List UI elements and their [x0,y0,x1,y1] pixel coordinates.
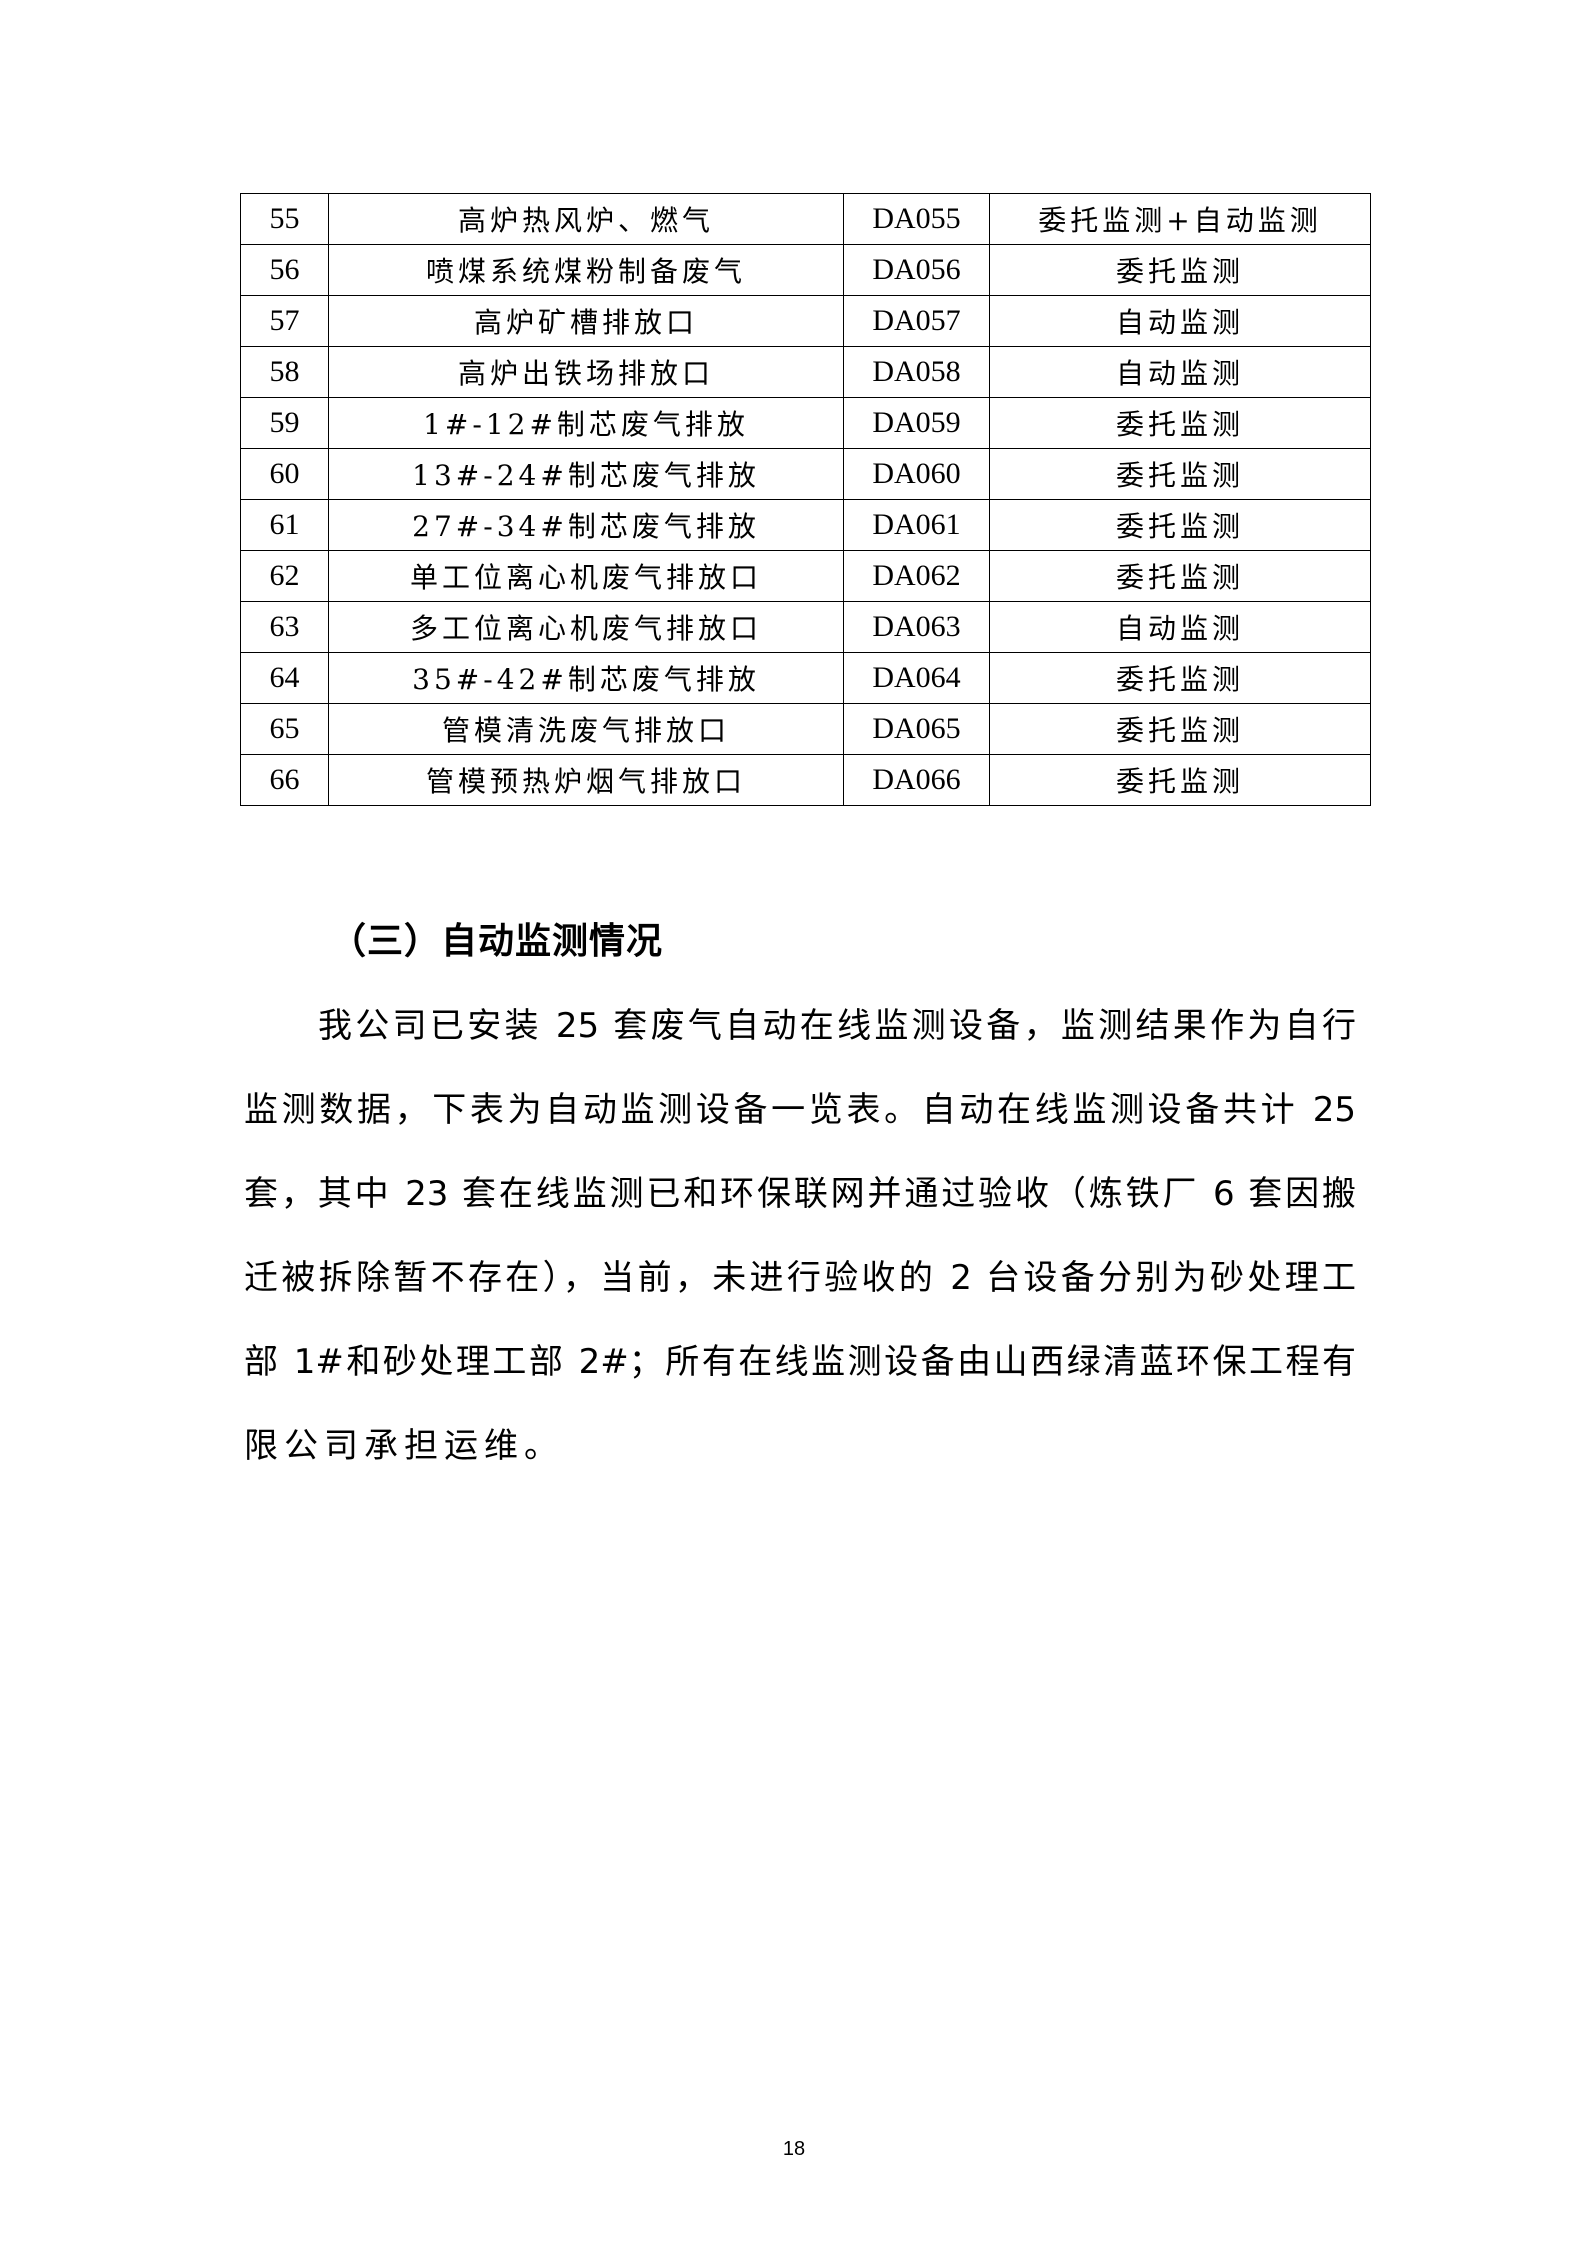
table-row: 58 高炉出铁场排放口 DA058 自动监测 [240,346,1371,398]
monitoring-method-cell: 委托监测 [989,652,1371,704]
monitoring-method-cell: 委托监测 [989,244,1371,296]
row-number-cell: 56 [240,244,329,296]
row-number-cell: 62 [240,550,329,602]
outlet-code-cell: DA065 [843,703,990,755]
monitoring-method-cell: 委托监测 [989,703,1371,755]
table-row: 57 高炉矿槽排放口 DA057 自动监测 [240,295,1371,347]
outlet-name-cell: 13#-24#制芯废气排放 [328,448,844,500]
monitoring-method-cell: 委托监测 [989,397,1371,449]
paragraph-line: 限公司承担运维。 [244,1426,564,1466]
outlet-name-cell: 27#-34#制芯废气排放 [328,499,844,551]
table-row: 61 27#-34#制芯废气排放 DA061 委托监测 [240,499,1371,551]
outlet-code-cell: DA059 [843,397,990,449]
table-row: 55 高炉热风炉、燃气 DA055 委托监测+自动监测 [240,193,1371,245]
row-number-cell: 55 [240,193,329,245]
row-number-cell: 60 [240,448,329,500]
paragraph: 我公司已安装 25 套废气自动在线监测设备，监测结果作为自行 监测数据，下表为自… [244,996,1356,1500]
row-number-cell: 57 [240,295,329,347]
monitoring-method-cell: 委托监测 [989,550,1371,602]
paragraph-line: 套，其中 23 套在线监测已和环保联网并通过验收（炼铁厂 6 套因搬 [244,1174,1356,1214]
outlet-name-cell: 高炉热风炉、燃气 [328,193,844,245]
monitoring-method-cell: 自动监测 [989,346,1371,398]
monitoring-method-cell: 自动监测 [989,601,1371,653]
row-number-cell: 65 [240,703,329,755]
outlet-code-cell: DA055 [843,193,990,245]
row-number-cell: 63 [240,601,329,653]
row-number-cell: 59 [240,397,329,449]
outlet-name-cell: 多工位离心机废气排放口 [328,601,844,653]
table-row: 63 多工位离心机废气排放口 DA063 自动监测 [240,601,1371,653]
monitoring-method-cell: 委托监测 [989,448,1371,500]
outlet-name-cell: 管模清洗废气排放口 [328,703,844,755]
monitoring-method-cell: 委托监测+自动监测 [989,193,1371,245]
row-number-cell: 66 [240,754,329,806]
outlet-code-cell: DA058 [843,346,990,398]
row-number-cell: 58 [240,346,329,398]
table-row: 62 单工位离心机废气排放口 DA062 委托监测 [240,550,1371,602]
table-row: 60 13#-24#制芯废气排放 DA060 委托监测 [240,448,1371,500]
monitoring-method-cell: 委托监测 [989,499,1371,551]
outlet-name-cell: 单工位离心机废气排放口 [328,550,844,602]
row-number-cell: 61 [240,499,329,551]
outlet-name-cell: 喷煤系统煤粉制备废气 [328,244,844,296]
monitoring-method-cell: 自动监测 [989,295,1371,347]
paragraph-line: 我公司已安装 25 套废气自动在线监测设备，监测结果作为自行 [318,1006,1356,1046]
table-row: 65 管模清洗废气排放口 DA065 委托监测 [240,703,1371,755]
table-row: 56 喷煤系统煤粉制备废气 DA056 委托监测 [240,244,1371,296]
paragraph-line: 迁被拆除暂不存在），当前，未进行验收的 2 台设备分别为砂处理工 [244,1258,1356,1298]
outlet-code-cell: DA064 [843,652,990,704]
outlet-name-cell: 1#-12#制芯废气排放 [328,397,844,449]
paragraph-line: 部 1#和砂处理工部 2#；所有在线监测设备由山西绿清蓝环保工程有 [244,1342,1356,1382]
outlet-code-cell: DA062 [843,550,990,602]
monitoring-table: 55 高炉热风炉、燃气 DA055 委托监测+自动监测 56 喷煤系统煤粉制备废气 DA05… [240,193,1371,806]
table-row: 66 管模预热炉烟气排放口 DA066 委托监测 [240,754,1371,806]
table-row: 64 35#-42#制芯废气排放 DA064 委托监测 [240,652,1371,704]
outlet-name-cell: 高炉矿槽排放口 [328,295,844,347]
paragraph-line: 监测数据，下表为自动监测设备一览表。自动在线监测设备共计 25 [244,1090,1356,1130]
outlet-code-cell: DA057 [843,295,990,347]
outlet-name-cell: 管模预热炉烟气排放口 [328,754,844,806]
outlet-name-cell: 高炉出铁场排放口 [328,346,844,398]
outlet-name-cell: 35#-42#制芯废气排放 [328,652,844,704]
outlet-code-cell: DA063 [843,601,990,653]
table-row: 59 1#-12#制芯废气排放 DA059 委托监测 [240,397,1371,449]
outlet-code-cell: DA061 [843,499,990,551]
monitoring-method-cell: 委托监测 [989,754,1371,806]
outlet-code-cell: DA066 [843,754,990,806]
page-number: 18 [782,2138,806,2160]
row-number-cell: 64 [240,652,329,704]
section-heading: （三）自动监测情况 [330,921,664,962]
outlet-code-cell: DA056 [843,244,990,296]
outlet-code-cell: DA060 [843,448,990,500]
